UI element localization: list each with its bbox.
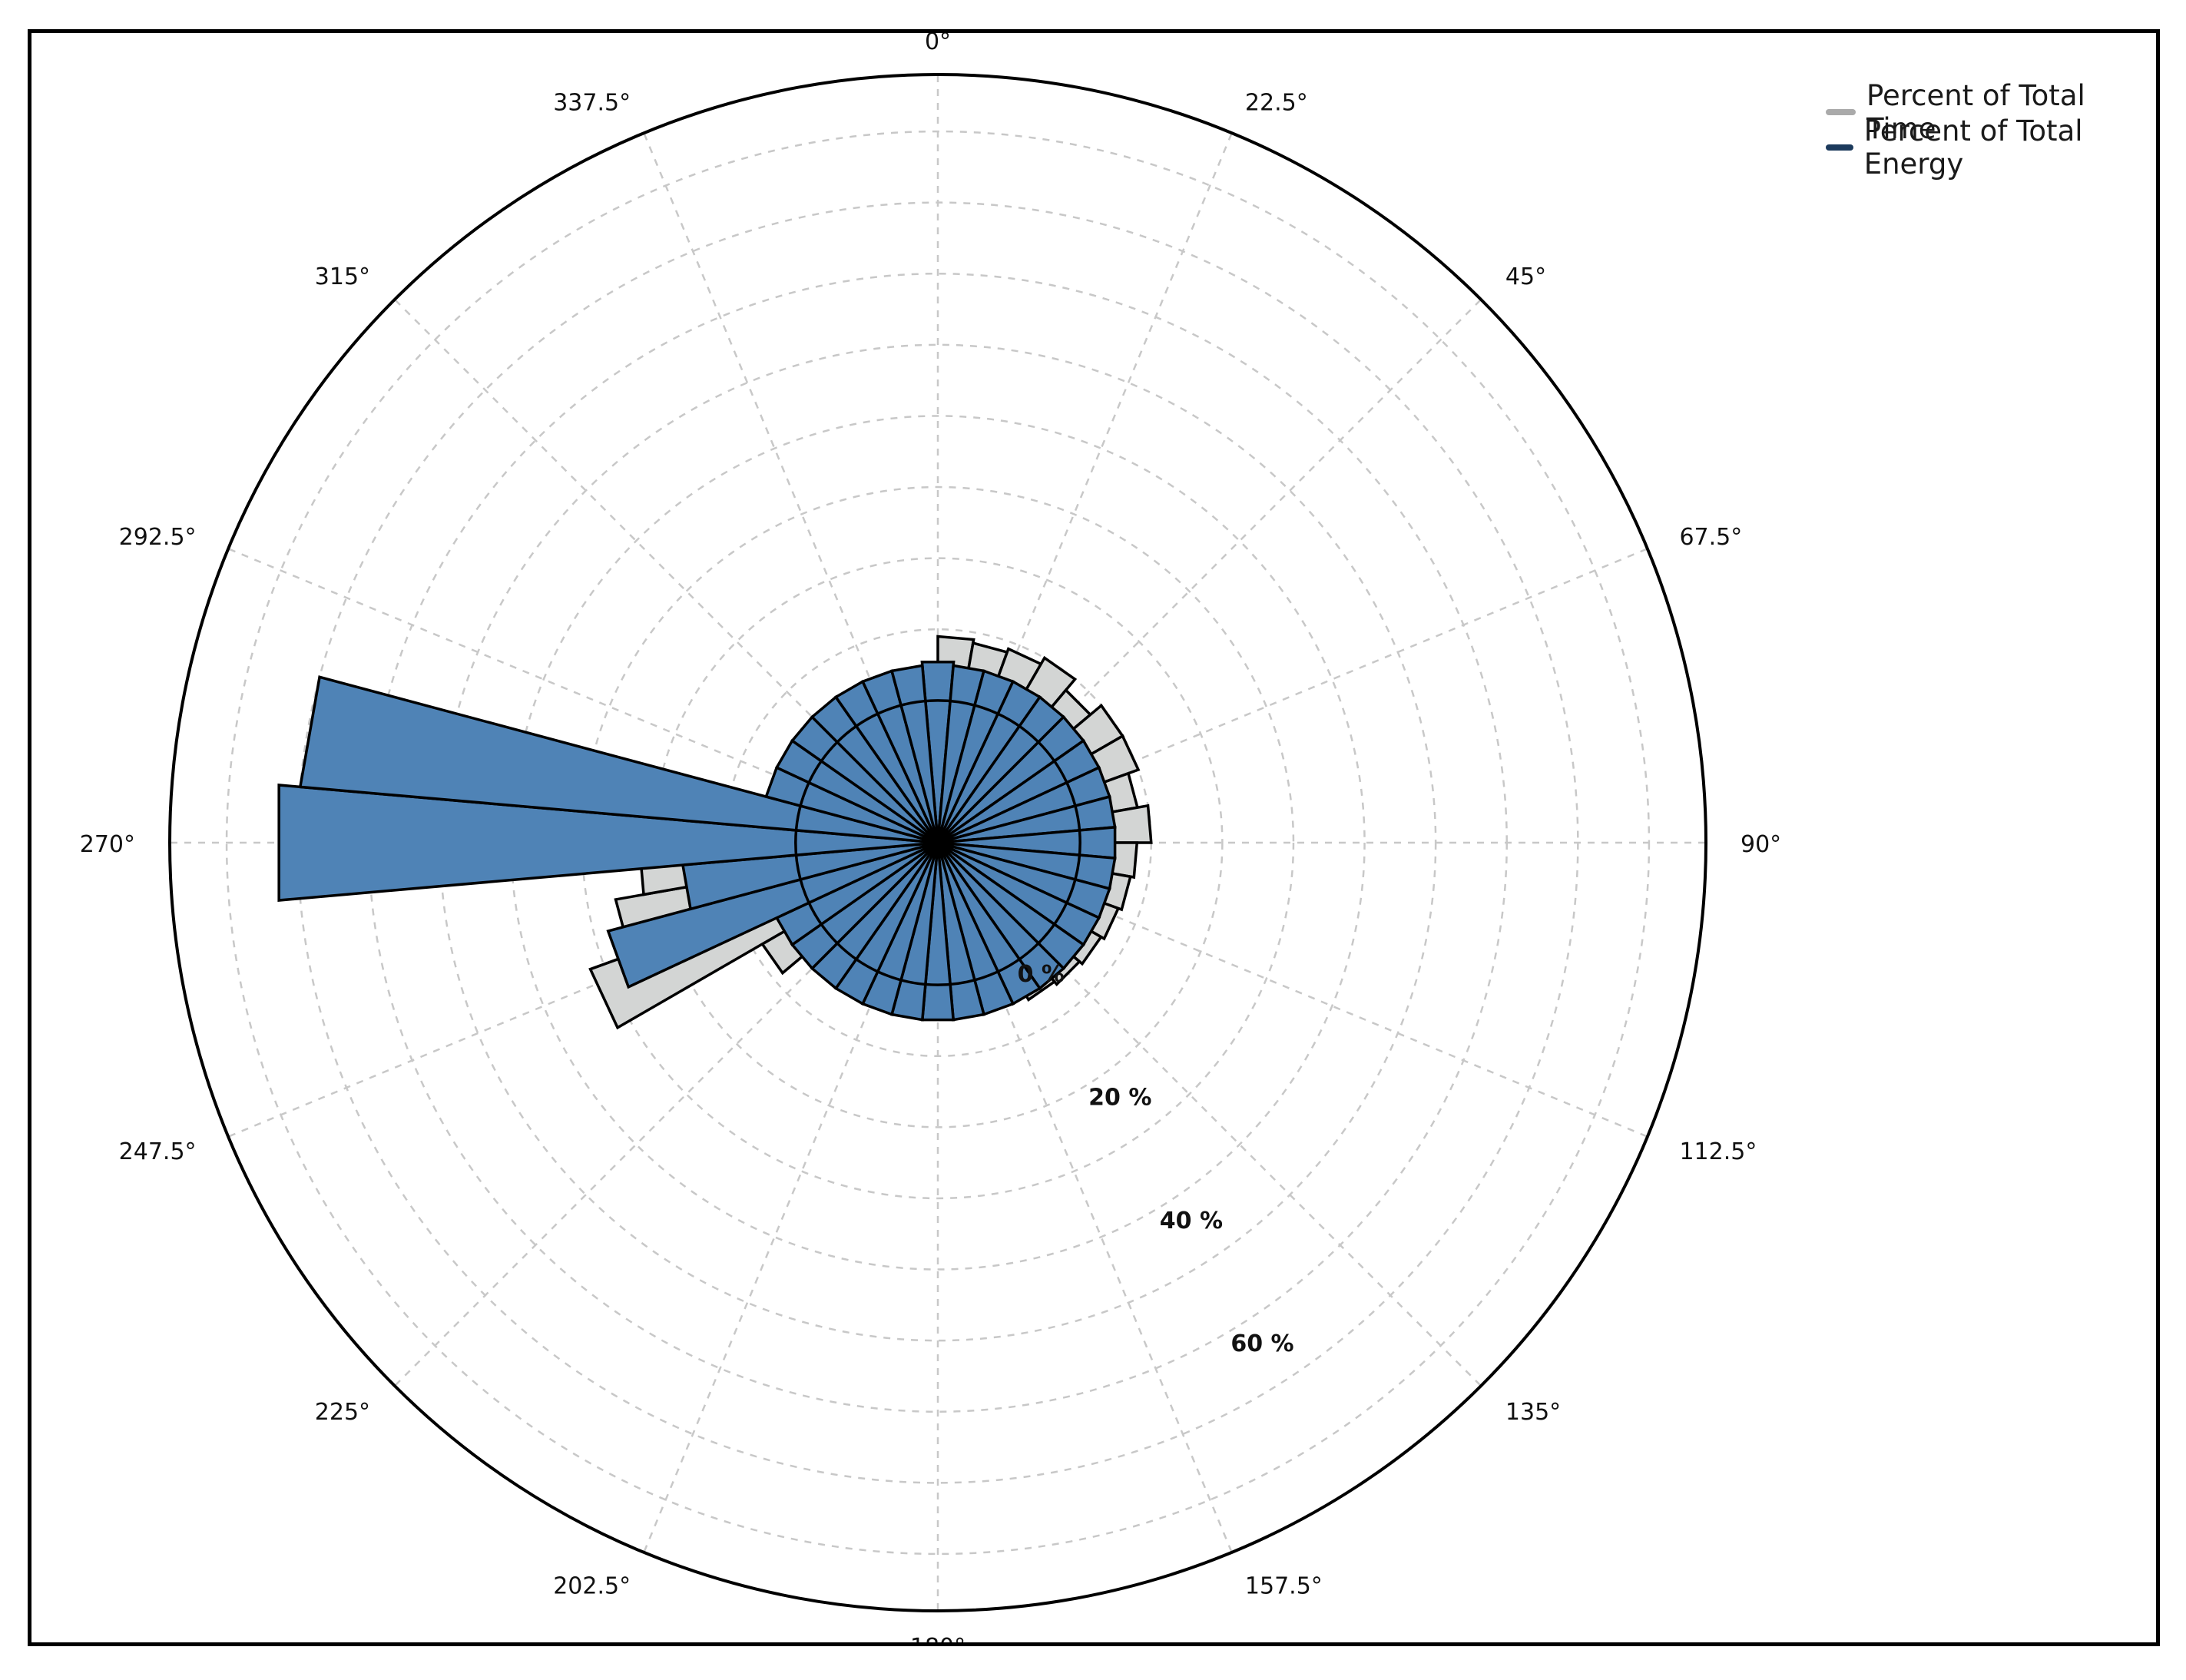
angle-tick-label: 270°	[80, 831, 135, 858]
angle-tick-label: 180°	[910, 1634, 965, 1642]
legend-item-time: Percent of Total Time	[1826, 79, 2156, 145]
legend: Percent of Total Time Percent of Total E…	[1826, 79, 2156, 181]
angle-tick-label: 202.5°	[553, 1572, 631, 1599]
radial-tick-label: 40 %	[1160, 1208, 1223, 1234]
chart-frame: 0° 22.5° 45° 67.5° 90° 112.5° 135° 157.5° 180° 20…	[28, 29, 2160, 1646]
legend-item-energy: Percent of Total Energy	[1826, 114, 2156, 181]
zero-ring	[794, 699, 1081, 986]
angle-tick-label: 45°	[1505, 263, 1546, 290]
center-hub	[929, 833, 947, 852]
legend-swatch-time	[1826, 109, 1856, 115]
angle-tick-label: 225°	[315, 1399, 370, 1426]
radial-tick-label: 60 %	[1230, 1330, 1293, 1357]
angle-tick-label: 112.5°	[1679, 1138, 1757, 1165]
grid-ring	[510, 415, 1366, 1271]
legend-label-energy: Percent of Total Energy	[1863, 114, 2083, 181]
angle-tick-label: 337.5°	[553, 90, 631, 117]
grid-ring	[652, 557, 1224, 1128]
angle-tick-label: 135°	[1505, 1399, 1561, 1426]
angle-tick-label: 0°	[925, 33, 951, 55]
legend-swatch-energy	[1826, 144, 1853, 151]
bars	[277, 635, 1153, 1030]
legend-label-time: Percent of Total Time	[1866, 79, 2085, 145]
angle-tick-label: 247.5°	[119, 1138, 197, 1165]
angle-tick-label: 67.5°	[1679, 524, 1742, 551]
labels: 0° 22.5° 45° 67.5° 90° 112.5° 135° 157.5° 180° 20…	[80, 33, 1781, 1642]
outer-circle	[168, 73, 1707, 1612]
energy-bar	[889, 664, 939, 843]
angle-tick-label: 292.5°	[119, 524, 197, 551]
angle-tick-label: 22.5°	[1245, 90, 1308, 117]
angle-tick-label: 90°	[1741, 831, 1781, 858]
polar-rose-chart: 0° 22.5° 45° 67.5° 90° 112.5° 135° 157.5° 180° 20…	[80, 33, 1781, 1642]
radial-tick-label: 20 %	[1088, 1084, 1151, 1111]
angle-tick-label: 315°	[315, 263, 370, 290]
radial-tick-label: 0 %	[1018, 961, 1065, 988]
grid-ring	[581, 485, 1295, 1200]
angle-tick-label: 157.5°	[1245, 1572, 1323, 1599]
